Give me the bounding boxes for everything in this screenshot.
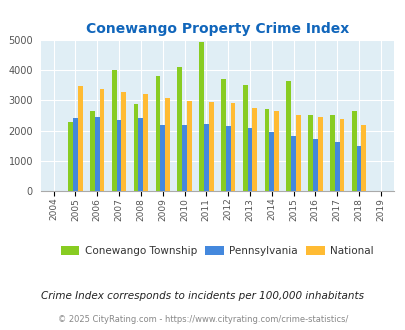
Text: Crime Index corresponds to incidents per 100,000 inhabitants: Crime Index corresponds to incidents per…	[41, 291, 364, 301]
Bar	[133, 104, 138, 191]
Bar	[90, 111, 95, 191]
Legend: Conewango Township, Pennsylvania, National: Conewango Township, Pennsylvania, Nation…	[56, 242, 377, 260]
Bar	[273, 111, 278, 191]
Bar	[252, 108, 256, 191]
Bar	[78, 86, 83, 191]
Bar	[116, 120, 121, 191]
Bar	[339, 119, 343, 191]
Bar	[143, 94, 148, 191]
Bar	[230, 103, 235, 191]
Bar	[138, 117, 143, 191]
Bar	[286, 82, 290, 191]
Bar	[360, 125, 365, 191]
Bar	[247, 128, 252, 191]
Bar	[290, 136, 295, 191]
Bar	[220, 79, 225, 191]
Bar	[317, 117, 322, 191]
Bar	[100, 89, 104, 191]
Bar	[73, 118, 78, 191]
Bar	[160, 125, 165, 191]
Bar	[225, 126, 230, 191]
Bar	[269, 132, 273, 191]
Bar	[155, 76, 160, 191]
Bar	[351, 111, 356, 191]
Bar	[312, 139, 317, 191]
Bar	[95, 117, 100, 191]
Bar	[329, 115, 334, 191]
Bar	[186, 101, 191, 191]
Bar	[68, 122, 73, 191]
Text: © 2025 CityRating.com - https://www.cityrating.com/crime-statistics/: © 2025 CityRating.com - https://www.city…	[58, 315, 347, 324]
Bar	[182, 125, 186, 191]
Bar	[203, 124, 208, 191]
Bar	[356, 146, 360, 191]
Bar	[295, 115, 300, 191]
Title: Conewango Property Crime Index: Conewango Property Crime Index	[85, 22, 348, 36]
Bar	[165, 98, 169, 191]
Bar	[242, 85, 247, 191]
Bar	[208, 102, 213, 191]
Bar	[307, 115, 312, 191]
Bar	[112, 70, 116, 191]
Bar	[177, 67, 182, 191]
Bar	[198, 42, 203, 191]
Bar	[121, 92, 126, 191]
Bar	[264, 110, 269, 191]
Bar	[334, 142, 339, 191]
